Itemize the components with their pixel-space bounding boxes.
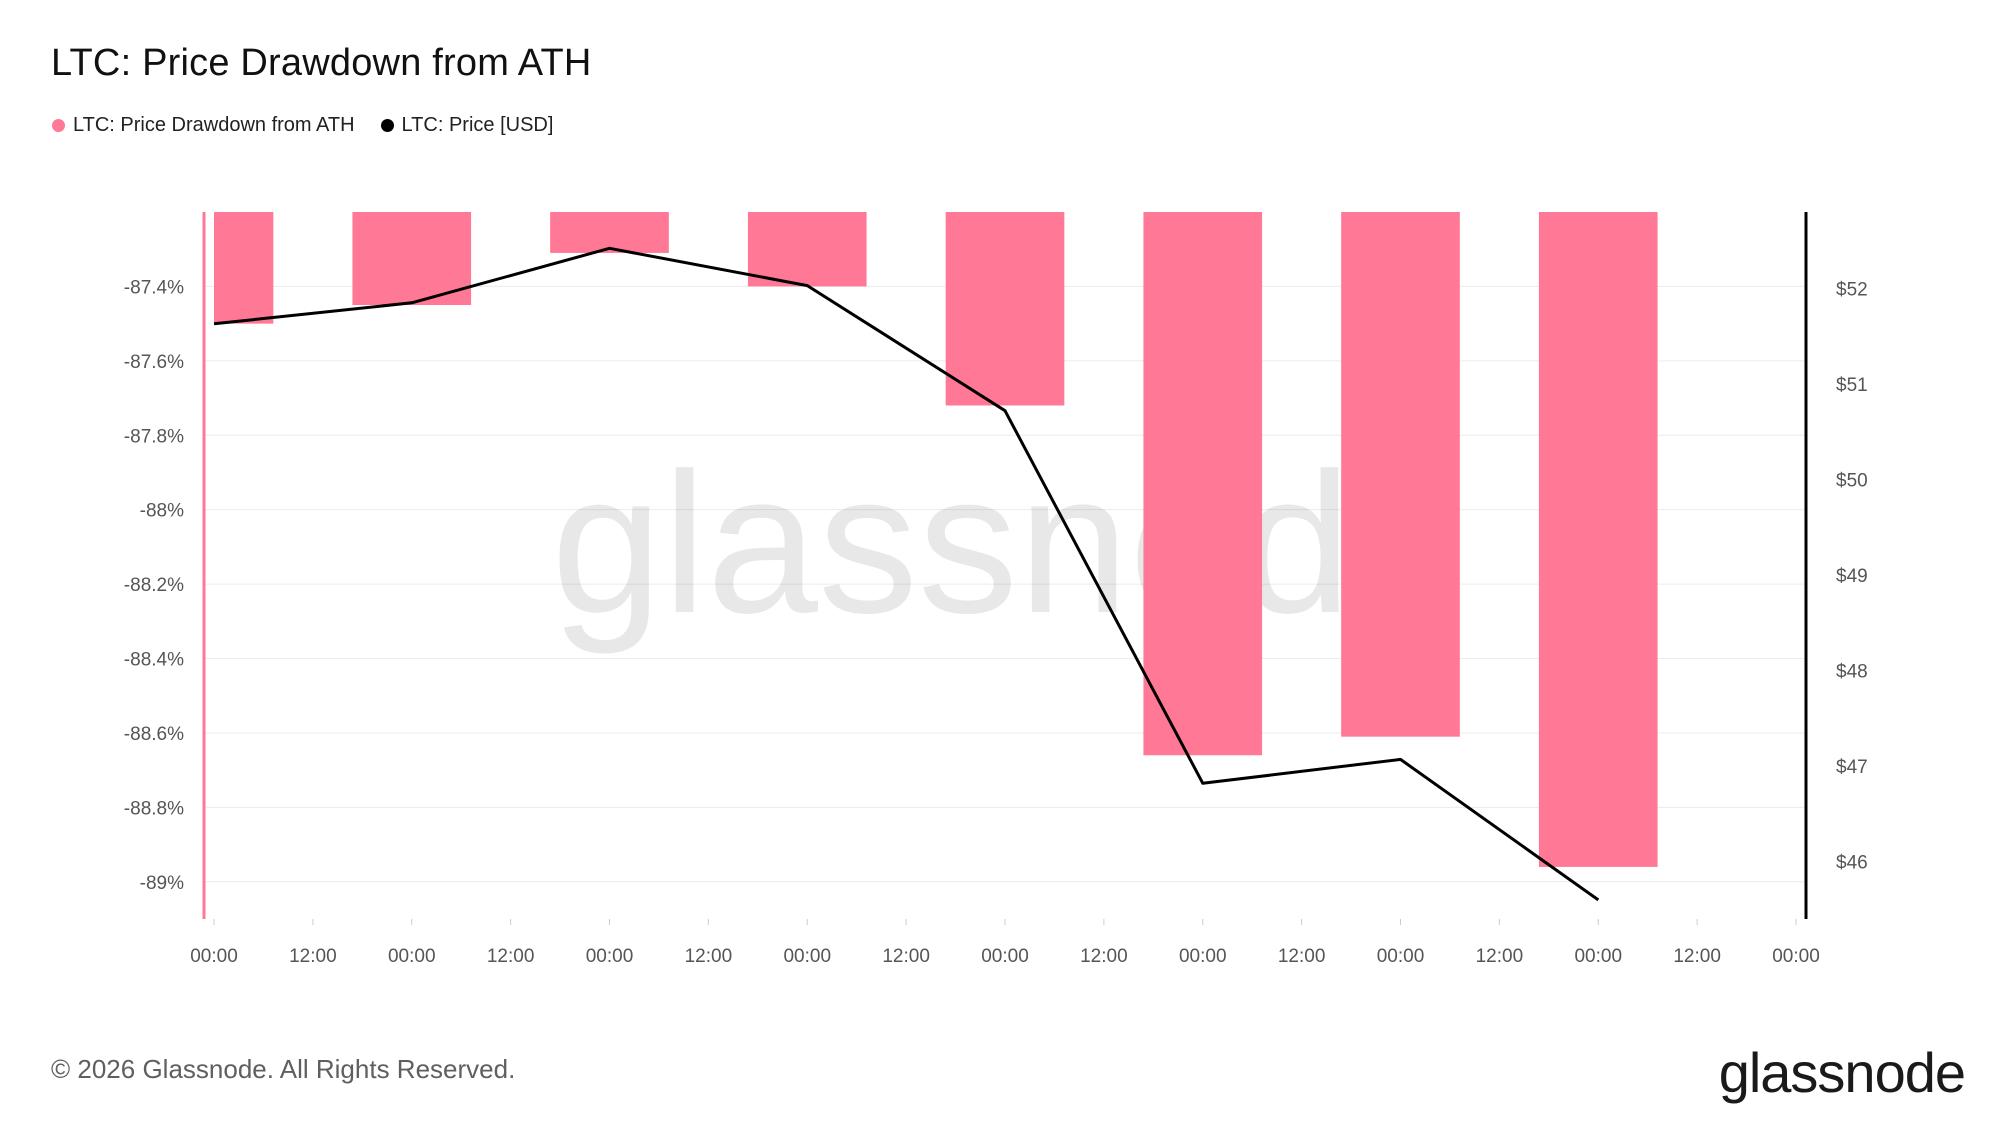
legend-item-price[interactable]: LTC: Price [USD] <box>380 114 554 137</box>
left-tick-label: -87.6% <box>124 352 184 373</box>
axes <box>202 212 1808 919</box>
drawdown-bar <box>214 212 274 324</box>
price-line <box>213 246 1600 902</box>
drawdown-bar <box>1143 212 1263 756</box>
drawdown-bar <box>352 212 472 306</box>
legend-label-price: LTC: Price [USD] <box>401 114 554 136</box>
x-tick-label: 00:00 <box>1772 946 1820 967</box>
drawdown-bar <box>1341 212 1460 737</box>
x-tick-label: 00:00 <box>1377 946 1425 967</box>
watermark: glassnode <box>551 432 1463 655</box>
right-tick-label: $52 <box>1836 279 1868 300</box>
left-axis-ticks: -87.4% -87.6% -87.8% -88% -88.2% -88.4% -88.6%… <box>124 277 184 893</box>
right-tick-label: $51 <box>1836 375 1868 396</box>
copyright-footer: © 2026 Glassnode. All Rights Reserved. <box>51 1054 516 1084</box>
drawdown-bar <box>550 212 669 253</box>
right-axis-ticks: $52 $51 $50 $49 $48 $47 $46 <box>1836 279 1868 873</box>
x-tick-label: 00:00 <box>586 946 634 967</box>
left-tick-label: -88.4% <box>124 650 184 671</box>
left-tick-label: -88% <box>140 501 184 522</box>
drawdown-bar <box>747 212 867 287</box>
x-tick-label: 12:00 <box>1673 946 1721 967</box>
legend-item-drawdown[interactable]: LTC: Price Drawdown from ATH <box>52 114 355 137</box>
brand-logo: glassnode <box>1718 1041 1966 1104</box>
legend: LTC: Price Drawdown from ATH LTC: Price … <box>52 114 553 137</box>
drawdown-bar <box>945 212 1065 406</box>
legend-dot-price <box>380 119 394 132</box>
x-tick-label: 12:00 <box>1080 946 1128 967</box>
left-tick-label: -87.4% <box>124 277 184 298</box>
x-tick-label: 00:00 <box>783 946 831 967</box>
left-tick-label: -88.6% <box>124 724 184 745</box>
right-tick-label: $46 <box>1836 853 1868 874</box>
x-tick-label: 00:00 <box>1179 946 1227 967</box>
right-tick-label: $48 <box>1836 662 1868 683</box>
x-tick-label: 00:00 <box>190 946 238 967</box>
left-tick-label: -88.8% <box>124 798 184 819</box>
legend-dot-drawdown <box>52 119 65 132</box>
left-tick-label: -89% <box>140 873 184 894</box>
right-tick-label: $49 <box>1836 566 1868 587</box>
left-tick-label: -88.2% <box>124 575 184 596</box>
right-tick-label: $47 <box>1836 757 1868 778</box>
x-axis-ticks: 00:00 12:00 00:00 12:00 00:00 12:00 00:00 12:00… <box>190 919 1820 967</box>
x-tick-label: 00:00 <box>388 946 436 967</box>
x-tick-label: 12:00 <box>882 946 930 967</box>
legend-label-drawdown: LTC: Price Drawdown from ATH <box>73 114 355 136</box>
chart-title: LTC: Price Drawdown from ATH <box>51 42 592 84</box>
x-tick-label: 12:00 <box>487 946 535 967</box>
drawdown-bar <box>1538 212 1658 867</box>
price-line-path <box>213 246 1600 902</box>
x-tick-label: 12:00 <box>685 946 733 967</box>
right-tick-label: $50 <box>1836 471 1868 492</box>
x-tick-label: 12:00 <box>289 946 337 967</box>
x-tick-label: 12:00 <box>1278 946 1326 967</box>
x-tick-label: 12:00 <box>1476 946 1524 967</box>
x-tick-label: 00:00 <box>1574 946 1622 967</box>
left-tick-label: -87.8% <box>124 426 184 447</box>
drawdown-bars <box>214 212 1658 867</box>
x-tick-label: 00:00 <box>981 946 1029 967</box>
